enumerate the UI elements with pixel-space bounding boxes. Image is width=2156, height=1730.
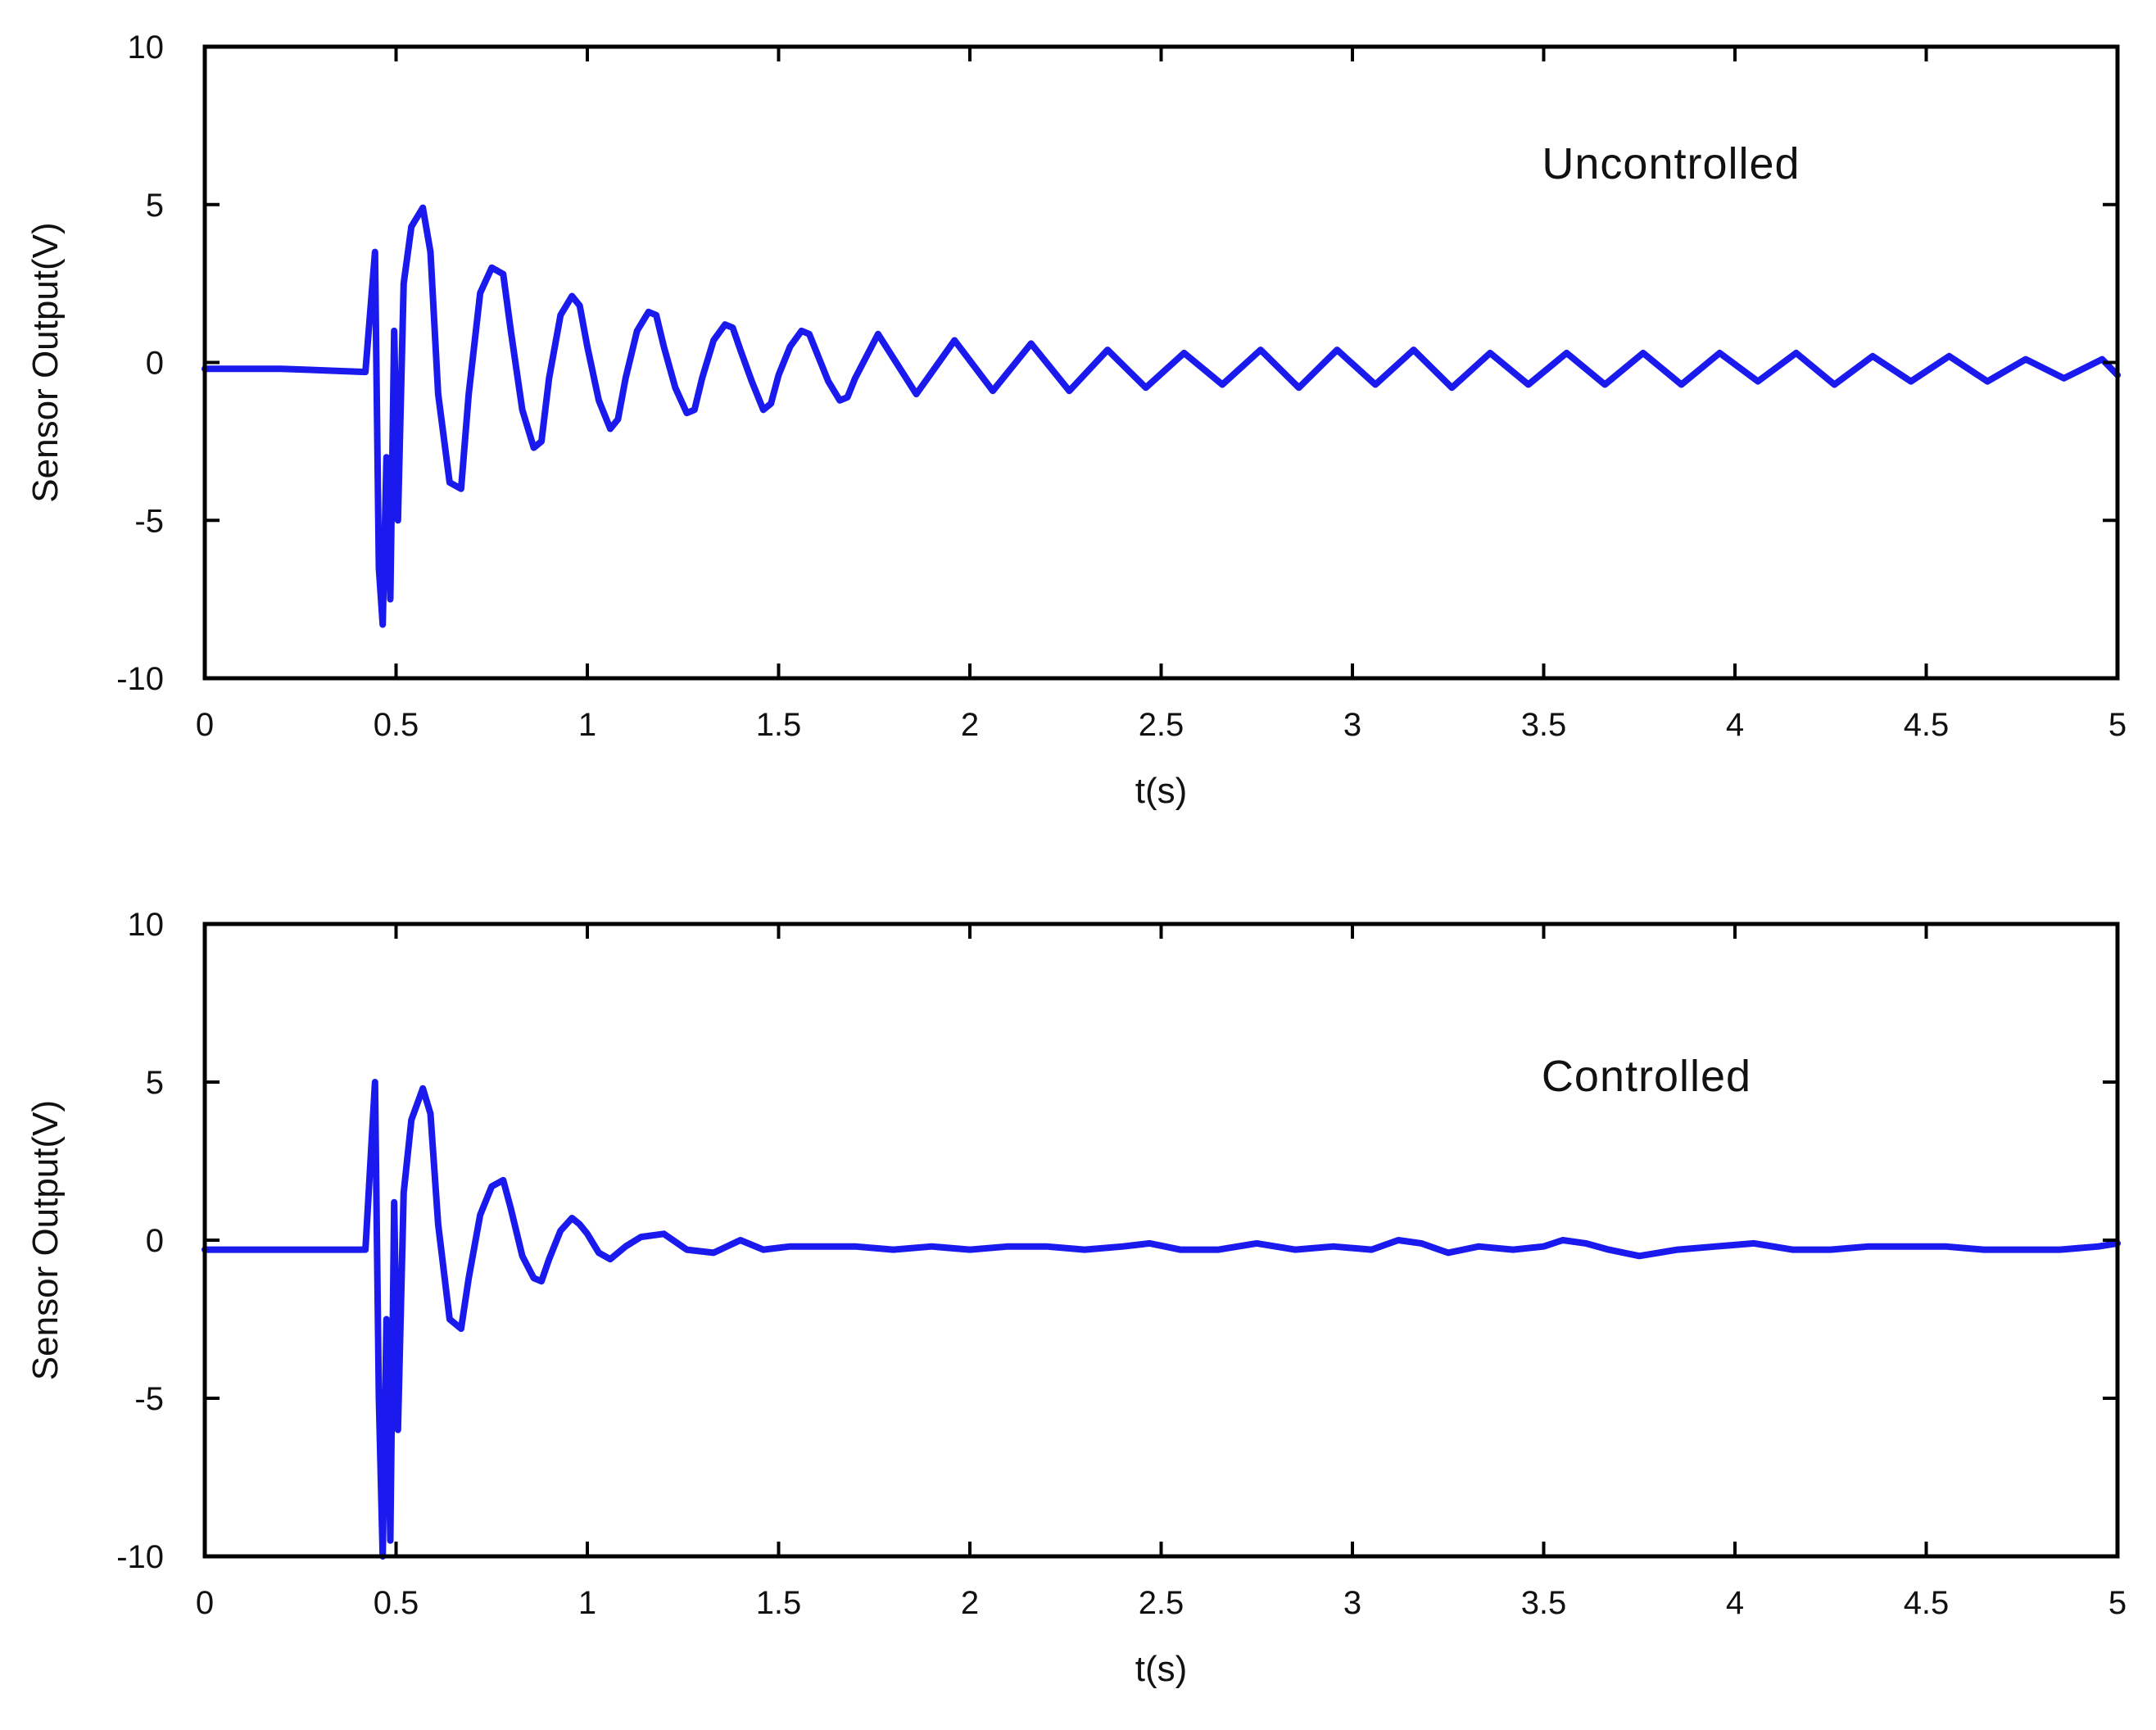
controlled-y-axis-label: Sensor Output(V) [25, 1100, 66, 1380]
controlled-y-tick-label: 0 [146, 1223, 164, 1259]
controlled-x-tick-label: 4 [1726, 1585, 1744, 1621]
controlled-y-tick-label: 5 [146, 1065, 164, 1101]
uncontrolled-x-tick-label: 4 [1726, 707, 1744, 743]
controlled-x-tick-label: 0.5 [374, 1585, 419, 1621]
controlled-x-tick-label: 3 [1343, 1585, 1361, 1621]
controlled-y-tick-label: -5 [134, 1381, 164, 1417]
controlled-panel: 0 0.5 1 1.5 2 2.5 3 3.5 4 4.5 5 10 5 0 -5 -10 t(s) Sensor… [25, 907, 2127, 1689]
uncontrolled-x-tick-label: 0.5 [374, 707, 419, 743]
controlled-x-tick-label: 2.5 [1139, 1585, 1184, 1621]
uncontrolled-series-line [202, 204, 2121, 628]
controlled-x-tick-label: 0 [196, 1585, 214, 1621]
controlled-x-tick-label: 1 [578, 1585, 596, 1621]
uncontrolled-x-tick-label: 3.5 [1521, 707, 1567, 743]
controlled-x-tick-label: 3.5 [1521, 1585, 1567, 1621]
uncontrolled-panel: 0 0.5 1 1.5 2 2.5 3 3.5 4 4.5 5 10 5 0 -5 -10 t(s) Sensor… [25, 29, 2127, 811]
uncontrolled-x-tick-label: 1 [578, 707, 596, 743]
controlled-x-axis-label: t(s) [1135, 1649, 1188, 1689]
uncontrolled-plot-frame [202, 44, 2120, 681]
uncontrolled-x-tick-label: 5 [2108, 707, 2127, 743]
uncontrolled-y-tick-label: 10 [128, 29, 165, 66]
controlled-x-tick-label: 1.5 [756, 1585, 802, 1621]
uncontrolled-x-axis-label: t(s) [1135, 771, 1188, 811]
controlled-series-line [202, 1079, 2121, 1560]
controlled-x-tick-label: 4.5 [1904, 1585, 1950, 1621]
controlled-y-tick-label: 10 [128, 907, 165, 943]
uncontrolled-x-tick-label: 1.5 [756, 707, 802, 743]
uncontrolled-y-tick-label: -5 [134, 503, 164, 539]
uncontrolled-y-axis-label: Sensor Output(V) [25, 222, 66, 502]
uncontrolled-x-tick-label: 3 [1343, 707, 1361, 743]
uncontrolled-x-tick-label: 2 [961, 707, 979, 743]
uncontrolled-x-tick-label: 4.5 [1904, 707, 1950, 743]
uncontrolled-annotation: Uncontrolled [1542, 139, 1800, 188]
uncontrolled-y-tick-label: 0 [146, 346, 164, 382]
controlled-x-tick-label: 5 [2108, 1585, 2127, 1621]
uncontrolled-y-tick-label: 5 [146, 188, 164, 224]
uncontrolled-x-tick-label: 0 [196, 707, 214, 743]
controlled-plot-frame [202, 922, 2120, 1559]
controlled-x-tick-label: 2 [961, 1585, 979, 1621]
controlled-y-tick-label: -10 [116, 1539, 164, 1575]
uncontrolled-x-tick-label: 2.5 [1139, 707, 1184, 743]
uncontrolled-y-tick-label: -10 [116, 661, 164, 697]
controlled-annotation: Controlled [1542, 1052, 1751, 1101]
